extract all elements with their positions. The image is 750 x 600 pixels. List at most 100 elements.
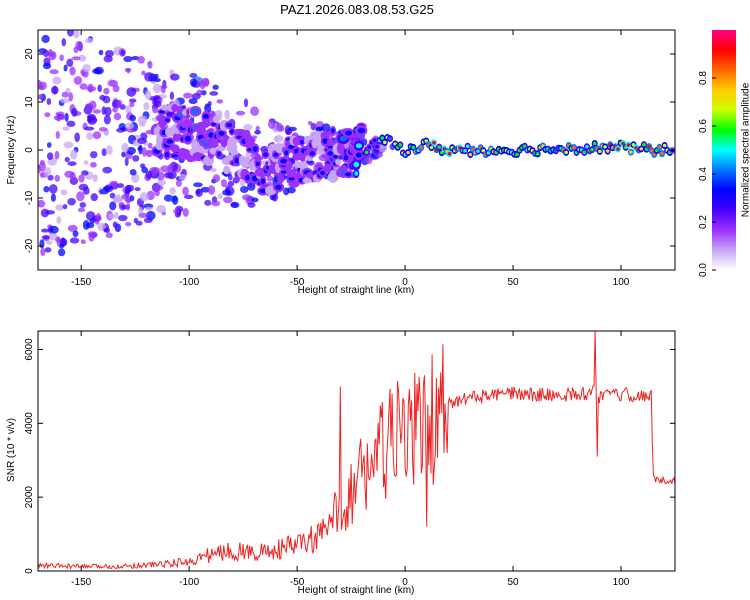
heatmap-cell <box>56 237 61 247</box>
heatmap-cell <box>182 186 189 196</box>
heatmap-cell <box>182 119 194 126</box>
heatmap-cell <box>112 106 118 113</box>
heatmap-cell <box>252 146 258 152</box>
heatmap-cell <box>167 164 174 174</box>
heatmap-cell <box>324 163 332 172</box>
heatmap-cell <box>227 174 233 181</box>
heatmap-cell <box>69 66 76 76</box>
heatmap-cell <box>592 141 597 146</box>
heatmap-cell <box>247 202 256 208</box>
heatmap-cell <box>302 177 312 184</box>
heatmap-cell <box>129 114 136 122</box>
heatmap-cell <box>45 210 55 215</box>
colorbar-scale <box>712 30 736 270</box>
heatmap-cell <box>564 150 568 155</box>
heatmap-cell <box>84 126 95 131</box>
heatmap-cell <box>229 129 234 134</box>
heatmap-cell <box>152 83 162 94</box>
heatmap-cell <box>137 207 143 214</box>
heatmap-cell <box>102 95 111 104</box>
heatmap-cell <box>245 174 250 181</box>
heatmap-cell <box>164 118 170 122</box>
heatmap-cell <box>126 202 131 211</box>
heatmap-cell <box>147 142 153 149</box>
heatmap-cell <box>48 231 57 241</box>
heatmap-cell <box>468 152 473 157</box>
heatmap-cell <box>119 104 126 110</box>
heatmap-cell <box>211 122 217 126</box>
heatmap-cell <box>39 239 45 249</box>
heatmap-cell <box>156 205 167 214</box>
heatmap-cell <box>243 123 253 131</box>
heatmap-cell <box>95 213 102 221</box>
heatmap-cell <box>124 157 129 167</box>
heatmap-cell <box>113 112 122 121</box>
heatmap-cell <box>50 193 56 202</box>
heatmap-cell <box>43 166 52 177</box>
heatmap-cell <box>40 247 46 257</box>
heatmap-cell <box>193 182 203 188</box>
snr-x-label: Height of straight line (km) <box>298 585 415 596</box>
heatmap-cell <box>62 126 70 131</box>
heatmap-cell <box>590 147 594 152</box>
heatmap-cell <box>204 199 212 206</box>
heatmap-cell <box>141 70 146 76</box>
heatmap-cell <box>288 176 295 181</box>
heatmap-cell <box>43 186 50 193</box>
heatmap-cell <box>79 202 87 208</box>
snr-y-ticks: 0 2000 4000 6000 <box>24 338 675 574</box>
heatmap-cell <box>92 131 102 140</box>
heatmap-cell <box>327 151 334 156</box>
heatmap-cell <box>411 145 416 150</box>
heatmap-cell <box>321 123 331 133</box>
x-tick-label: 0 <box>402 277 408 288</box>
heatmap-cell <box>41 234 50 240</box>
heatmap-cell <box>216 99 224 104</box>
heatmap-cell <box>49 69 59 75</box>
heatmap-cell <box>44 247 52 253</box>
heatmap-cell <box>274 134 284 143</box>
heatmap-cell <box>64 156 70 163</box>
heatmap-cell <box>125 105 132 114</box>
heatmap-cell <box>166 139 173 144</box>
heatmap-cell <box>59 54 64 62</box>
heatmap-cell <box>129 169 137 176</box>
heatmap-cell <box>104 106 112 116</box>
heatmap-cell <box>217 151 221 157</box>
heatmap-cell <box>285 160 293 170</box>
heatmap-cell <box>419 145 423 150</box>
heatmap-cell <box>63 64 68 72</box>
heatmap-cell <box>170 144 180 153</box>
heatmap-cell <box>87 83 94 93</box>
heatmap-cell <box>572 145 576 150</box>
heatmap-cell <box>331 128 335 134</box>
x-tick-label: -50 <box>290 277 305 288</box>
heatmap-cell <box>598 149 602 154</box>
heatmap-cell <box>60 237 66 247</box>
heatmap-cell <box>280 158 288 164</box>
x-tick-label: -50 <box>290 577 305 588</box>
heatmap-cell <box>161 104 168 111</box>
heatmap-cell <box>102 166 113 174</box>
heatmap-cell <box>355 143 363 149</box>
heatmap-cell <box>603 145 607 149</box>
heatmap-cell <box>54 174 60 182</box>
heatmap-cell <box>222 189 232 196</box>
heatmap-cell <box>48 184 58 194</box>
heatmap-cell <box>175 180 182 187</box>
heatmap-cell <box>121 194 128 200</box>
heatmap-cell <box>39 21 48 27</box>
heatmap-cell <box>259 188 267 194</box>
heatmap-cell <box>629 150 633 154</box>
spectrogram-y-ticks: -20 -10 0 10 20 <box>24 48 675 253</box>
heatmap-cell <box>46 98 52 105</box>
heatmap-cell <box>90 151 98 159</box>
heatmap-cell <box>155 184 164 191</box>
heatmap-cell <box>486 151 491 155</box>
heatmap-cell <box>135 220 143 226</box>
heatmap-cell <box>118 123 127 131</box>
heatmap-cell <box>63 141 74 149</box>
x-tick-label: 50 <box>507 277 519 288</box>
colorbar-tick-label: 0.6 <box>698 119 709 133</box>
